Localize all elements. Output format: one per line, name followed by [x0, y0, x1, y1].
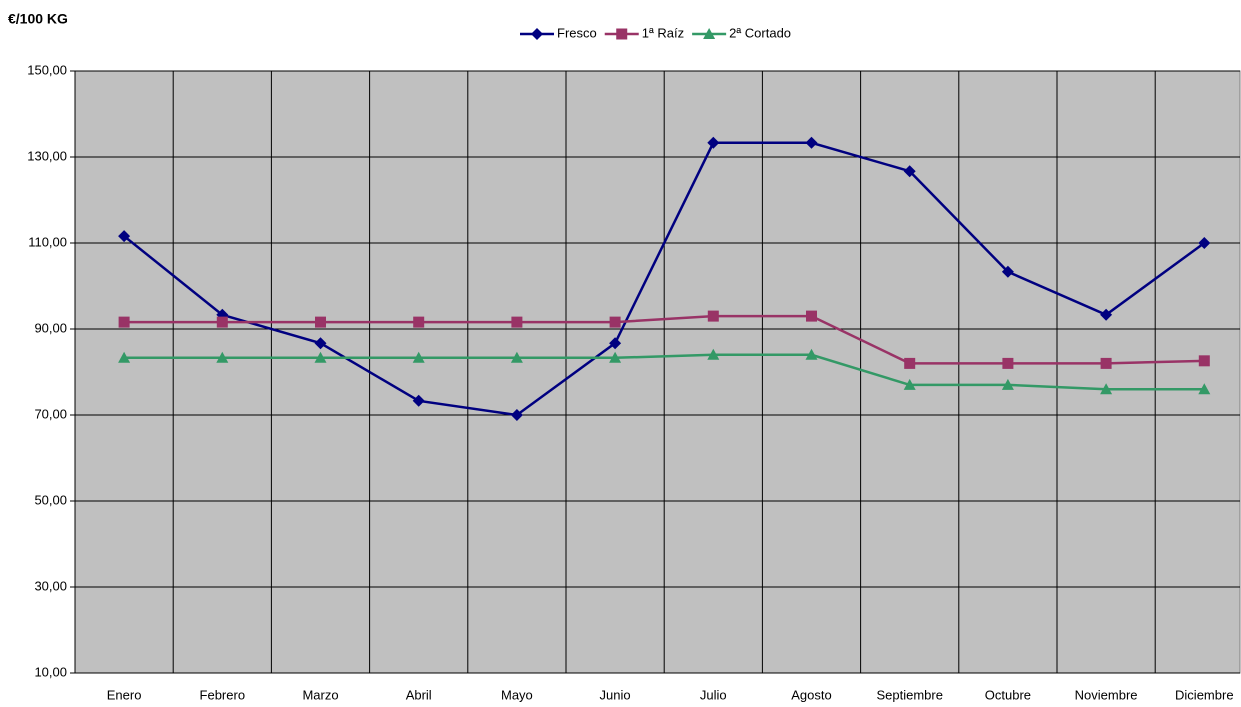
- point: [609, 337, 622, 350]
- point: [609, 351, 622, 363]
- x-tick-label: Agosto: [791, 687, 831, 702]
- point: [216, 351, 229, 363]
- point: [707, 348, 720, 360]
- x-tick-label: Noviembre: [1075, 687, 1138, 702]
- point: [412, 394, 425, 407]
- y-tick-label: 70,00: [34, 406, 67, 421]
- point: [806, 310, 817, 322]
- point: [1198, 355, 1210, 367]
- point: [216, 316, 228, 328]
- point: [805, 348, 818, 360]
- point: [315, 316, 326, 328]
- x-tick-label: Junio: [600, 687, 631, 702]
- point: [707, 310, 719, 322]
- x-tick-label: Abril: [406, 687, 432, 702]
- point: [904, 357, 916, 369]
- point: [1198, 237, 1211, 249]
- point: [314, 351, 327, 363]
- y-axis-label: €/100 KG: [8, 11, 68, 27]
- x-tick-label: Febrero: [200, 687, 246, 702]
- point: [1001, 265, 1014, 278]
- x-tick-label: Diciembre: [1175, 687, 1234, 702]
- legend-label: 1ª Raíz: [642, 25, 684, 40]
- point: [1002, 357, 1014, 369]
- x-tick-label: Julio: [700, 687, 727, 702]
- point: [1198, 383, 1211, 395]
- legend-marker: [703, 28, 716, 39]
- x-tick-label: Octubre: [985, 687, 1031, 702]
- point: [511, 316, 523, 328]
- x-tick-label: Marzo: [302, 687, 338, 702]
- point: [412, 351, 425, 363]
- point: [609, 316, 621, 328]
- point: [1100, 308, 1113, 321]
- series-line: [123, 141, 1206, 417]
- legend-item: 1ª Raíz: [604, 25, 684, 40]
- point: [903, 378, 916, 390]
- x-tick-label: Enero: [107, 687, 142, 702]
- y-tick-label: 130,00: [27, 148, 67, 163]
- plot-area: [74, 70, 1241, 674]
- y-tick-label: 50,00: [34, 492, 67, 507]
- x-tick-label: Mayo: [501, 687, 533, 702]
- point: [707, 136, 720, 149]
- y-tick-label: 10,00: [34, 664, 67, 679]
- point: [118, 351, 131, 363]
- legend-item: Fresco: [520, 25, 597, 40]
- y-tick-label: 30,00: [34, 578, 67, 593]
- y-tick-label: 110,00: [28, 234, 67, 249]
- legend-marker: [531, 28, 543, 40]
- point: [314, 337, 327, 350]
- point: [903, 165, 916, 178]
- point: [413, 316, 425, 328]
- legend-item: 2ª Cortado: [692, 25, 791, 40]
- point: [1001, 378, 1014, 390]
- point: [1100, 357, 1112, 369]
- legend-label: Fresco: [557, 25, 597, 40]
- point: [510, 409, 523, 421]
- legend: Fresco 1ª Raíz 2ª Cortado: [520, 25, 791, 40]
- point: [805, 136, 818, 149]
- series-line: [124, 314, 1205, 365]
- point: [510, 351, 523, 363]
- series-line: [124, 353, 1205, 391]
- legend-label: 2ª Cortado: [729, 25, 791, 40]
- y-tick-label: 90,00: [34, 320, 67, 335]
- point: [118, 316, 130, 328]
- point: [118, 230, 131, 243]
- point: [1100, 383, 1113, 395]
- x-tick-label: Septiembre: [876, 687, 942, 702]
- legend-marker: [616, 28, 628, 40]
- y-tick-label: 150,00: [27, 62, 67, 77]
